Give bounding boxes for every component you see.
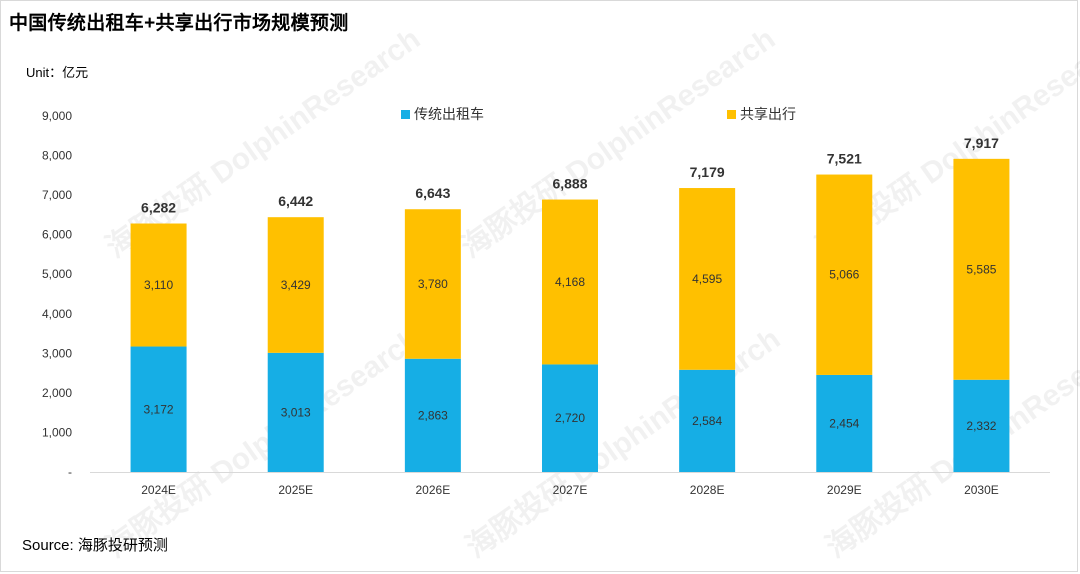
total-label: 7,179 (690, 164, 725, 180)
y-tick-label: 5,000 (42, 267, 72, 281)
legend-label-shared: 共享出行 (740, 106, 796, 122)
data-label: 4,595 (692, 272, 722, 286)
data-label: 3,013 (281, 405, 311, 419)
data-label: 2,454 (829, 416, 859, 430)
y-tick-label: 1,000 (42, 425, 72, 439)
bar-segment-traditional (542, 364, 598, 472)
total-label: 7,917 (964, 135, 999, 151)
data-label: 3,110 (144, 278, 173, 292)
bar-segment-shared (816, 174, 873, 375)
data-label: 2,584 (692, 414, 722, 428)
x-tick-label: 2030E (964, 483, 999, 497)
data-label: 2,720 (555, 411, 585, 425)
x-tick-label: 2028E (690, 483, 725, 497)
chart-title: 中国传统出租车+共享出行市场规模预测 (9, 13, 349, 34)
total-label: 6,442 (278, 193, 313, 209)
y-tick-label: 8,000 (42, 149, 72, 163)
y-tick-label: 6,000 (42, 228, 72, 242)
legend-swatch-shared (727, 109, 736, 119)
x-tick-label: 2025E (278, 483, 313, 497)
y-tick-label: 3,000 (42, 346, 72, 360)
legend-label-traditional: 传统出租车 (414, 106, 484, 122)
bar-segment-traditional (267, 352, 324, 472)
data-label: 3,172 (144, 402, 174, 416)
bar-segment-shared (953, 158, 1010, 380)
y-tick-label: 9,000 (42, 109, 72, 123)
bar-segment-shared (404, 209, 461, 359)
total-label: 6,888 (552, 176, 587, 192)
bar-segment-shared (542, 199, 598, 365)
y-tick-label: 2,000 (42, 386, 72, 400)
data-label: 5,585 (966, 262, 996, 276)
x-tick-label: 2026E (416, 483, 451, 497)
bar-segment-traditional (404, 358, 461, 472)
source-note: Source: 海豚投研预测 (22, 537, 168, 554)
bar-segment-shared (130, 223, 187, 347)
x-tick-label: 2024E (141, 483, 176, 497)
bar-segment-traditional (953, 379, 1010, 472)
bar-segment-traditional (816, 374, 873, 472)
y-tick-label: 7,000 (42, 188, 72, 202)
data-label: 4,168 (555, 275, 585, 289)
legend-item-traditional: 传统出租车 (401, 105, 484, 123)
total-label: 7,521 (827, 151, 862, 167)
x-tick-label: 2029E (827, 483, 862, 497)
y-tick-label: - (68, 465, 72, 479)
bar-segment-shared (679, 188, 736, 370)
data-label: 3,780 (418, 277, 448, 291)
bar-segment-traditional (130, 346, 187, 472)
y-tick-label: 4,000 (42, 307, 72, 321)
total-label: 6,282 (141, 200, 176, 216)
data-label: 3,429 (281, 278, 311, 292)
x-tick-label: 2027E (553, 483, 588, 497)
unit-label: Unit：亿元 (26, 65, 89, 80)
data-label: 2,332 (966, 419, 996, 433)
legend-swatch-traditional (401, 109, 410, 119)
bar-segment-shared (267, 217, 324, 353)
bar-segment-traditional (679, 369, 736, 472)
data-label: 5,066 (829, 268, 859, 282)
total-label: 6,643 (415, 185, 450, 201)
legend-item-shared: 共享出行 (727, 105, 796, 123)
data-label: 2,863 (418, 408, 448, 422)
